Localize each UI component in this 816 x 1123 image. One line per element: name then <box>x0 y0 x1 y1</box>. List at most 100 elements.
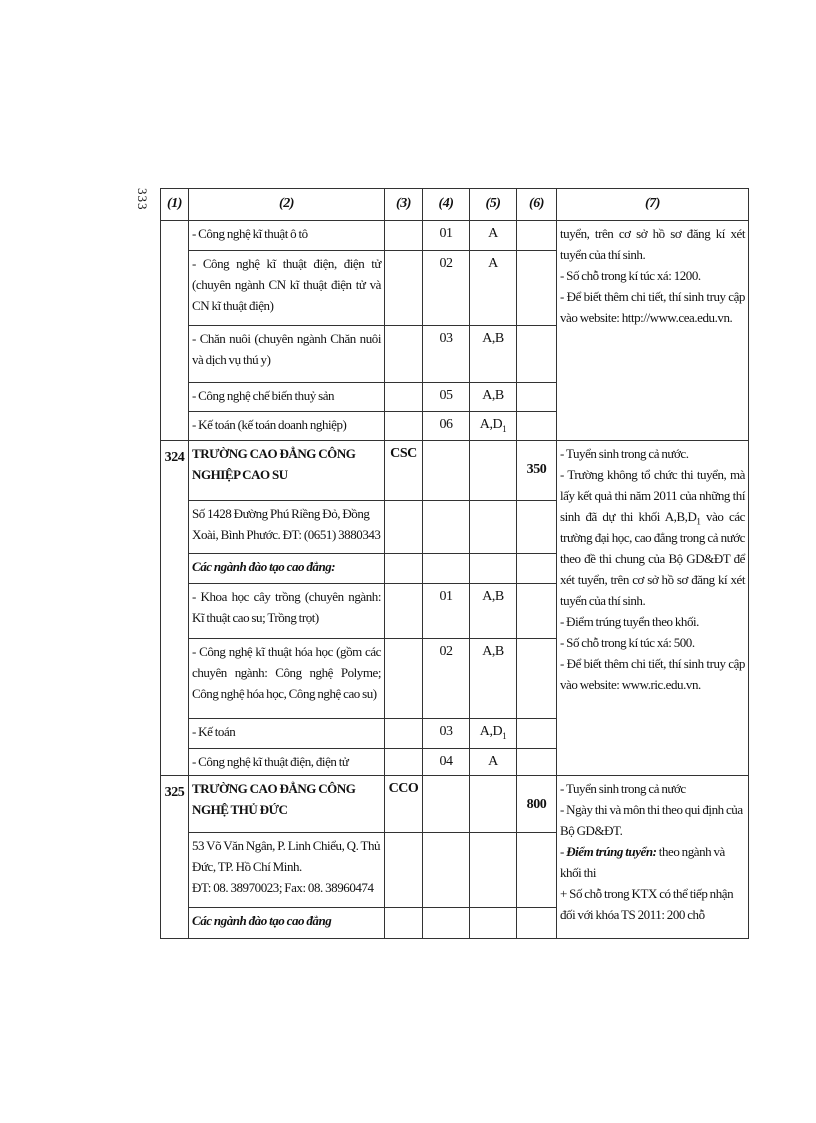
note: - Trường không tổ chức thi tuyển, mà lấy… <box>560 467 745 608</box>
empty-cell <box>384 718 423 749</box>
empty-cell <box>516 325 557 383</box>
exam-block: A <box>469 220 517 251</box>
empty-cell <box>469 553 517 584</box>
note: - Để biết thêm chi tiết, thí sinh truy c… <box>560 289 745 325</box>
col-header: (7) <box>556 188 749 221</box>
empty-cell <box>516 748 557 776</box>
empty-cell <box>384 553 423 584</box>
exam-block: A,B <box>469 382 517 412</box>
empty-cell <box>384 748 423 776</box>
col-header: (3) <box>384 188 423 221</box>
school-address: 53 Võ Văn Ngân, P. Linh Chiểu, Q. Thủ Đứ… <box>188 832 385 908</box>
major-code: 03 <box>422 718 470 749</box>
exam-block: A <box>469 748 517 776</box>
col-header: (5) <box>469 188 517 221</box>
empty-cell <box>516 553 557 584</box>
empty-cell <box>516 411 557 441</box>
school-symbol: CCO <box>384 775 423 833</box>
empty-cell <box>384 832 423 908</box>
empty-cell <box>422 775 470 833</box>
empty-cell <box>422 500 470 554</box>
school-symbol: CSC <box>384 440 423 501</box>
empty-cell <box>469 832 517 908</box>
major-name: - Công nghệ chế biến thuỷ sản <box>188 382 385 412</box>
col-header: (4) <box>422 188 470 221</box>
empty-cell <box>384 907 423 939</box>
school-id: 325 <box>160 775 189 939</box>
school-name: TRƯỜNG CAO ĐẲNG CÔNG NGHỆ THỦ ĐỨC <box>188 775 385 833</box>
empty-cell <box>422 553 470 584</box>
major-code: 05 <box>422 382 470 412</box>
school-id: 324 <box>160 440 189 776</box>
col-header: (2) <box>188 188 385 221</box>
empty-cell <box>384 250 423 326</box>
major-code: 01 <box>422 220 470 251</box>
major-name: - Công nghệ kĩ thuật điện, điện tử <box>188 748 385 776</box>
major-code: 02 <box>422 638 470 719</box>
note: - Tuyển sinh trong cả nước. <box>560 446 689 461</box>
school-name: TRƯỜNG CAO ĐẲNG CÔNG NGHIỆP CAO SU <box>188 440 385 501</box>
note: - Ngày thi và môn thi theo qui định của … <box>560 802 743 838</box>
empty-cell <box>422 440 470 501</box>
empty-cell <box>516 907 557 939</box>
notes-cell: - Tuyển sinh trong cả nước. - Trường khô… <box>556 440 749 776</box>
major-name: - Khoa học cây trồng (chuyên ngành: Kĩ t… <box>188 583 385 639</box>
empty-cell <box>384 638 423 719</box>
major-name: - Công nghệ kĩ thuật hóa học (gồm các ch… <box>188 638 385 719</box>
section-heading: Các ngành đào tạo cao đẳng <box>188 907 385 939</box>
note: - Điểm trúng tuyển theo khối. <box>560 614 699 629</box>
major-name: - Công nghệ kĩ thuật ô tô <box>188 220 385 251</box>
major-code: 04 <box>422 748 470 776</box>
note: + Số chỗ trong KTX có thể tiếp nhận đối … <box>560 886 734 922</box>
school-address: Số 1428 Đường Phú Riềng Đỏ, Đồng Xoài, B… <box>188 500 385 554</box>
empty-cell <box>384 583 423 639</box>
exam-block: A <box>469 250 517 326</box>
major-name: - Kế toán (kế toán doanh nghiệp) <box>188 411 385 441</box>
quota: 800 <box>516 775 557 833</box>
empty-cell <box>384 325 423 383</box>
note: - Số chỗ trong kí túc xá: 500. <box>560 635 695 650</box>
id-cell <box>160 220 189 441</box>
major-name: - Kế toán <box>188 718 385 749</box>
note: - Để biết thêm chi tiết, thí sinh truy c… <box>560 656 745 692</box>
empty-cell <box>384 411 423 441</box>
empty-cell <box>516 250 557 326</box>
empty-cell <box>469 500 517 554</box>
empty-cell <box>384 500 423 554</box>
exam-block: A,B <box>469 325 517 383</box>
empty-cell <box>422 907 470 939</box>
note: - Số chỗ trong kí túc xá: 1200. <box>560 268 701 283</box>
col-header: (1) <box>160 188 189 221</box>
note: - Điểm trúng tuyển: theo ngành và khối t… <box>560 844 725 880</box>
empty-cell <box>469 440 517 501</box>
major-name: - Chăn nuôi (chuyên ngành Chăn nuôi và d… <box>188 325 385 383</box>
empty-cell <box>469 775 517 833</box>
notes-cell: - Tuyển sinh trong cả nước - Ngày thi và… <box>556 775 749 939</box>
note: - Tuyển sinh trong cả nước <box>560 781 686 796</box>
empty-cell <box>516 832 557 908</box>
empty-cell <box>469 907 517 939</box>
note: tuyển, trên cơ sở hồ sơ đăng kí xét tuyể… <box>560 226 745 262</box>
empty-cell <box>516 638 557 719</box>
exam-block: A,D1 <box>469 718 517 749</box>
empty-cell <box>516 382 557 412</box>
empty-cell <box>516 220 557 251</box>
empty-cell <box>516 718 557 749</box>
empty-cell <box>384 220 423 251</box>
empty-cell <box>384 382 423 412</box>
major-code: 03 <box>422 325 470 383</box>
exam-block: A,B <box>469 638 517 719</box>
exam-block: A,B <box>469 583 517 639</box>
major-code: 06 <box>422 411 470 441</box>
notes-cell: tuyển, trên cơ sở hồ sơ đăng kí xét tuyể… <box>556 220 749 441</box>
col-header: (6) <box>516 188 557 221</box>
major-name: - Công nghệ kĩ thuật điện, điện tử (chuy… <box>188 250 385 326</box>
empty-cell <box>516 583 557 639</box>
section-heading: Các ngành đào tạo cao đẳng: <box>188 553 385 584</box>
empty-cell <box>516 500 557 554</box>
quota: 350 <box>516 440 557 501</box>
page-number: 333 <box>135 188 150 211</box>
exam-block: A,D1 <box>469 411 517 441</box>
empty-cell <box>422 832 470 908</box>
major-code: 01 <box>422 583 470 639</box>
